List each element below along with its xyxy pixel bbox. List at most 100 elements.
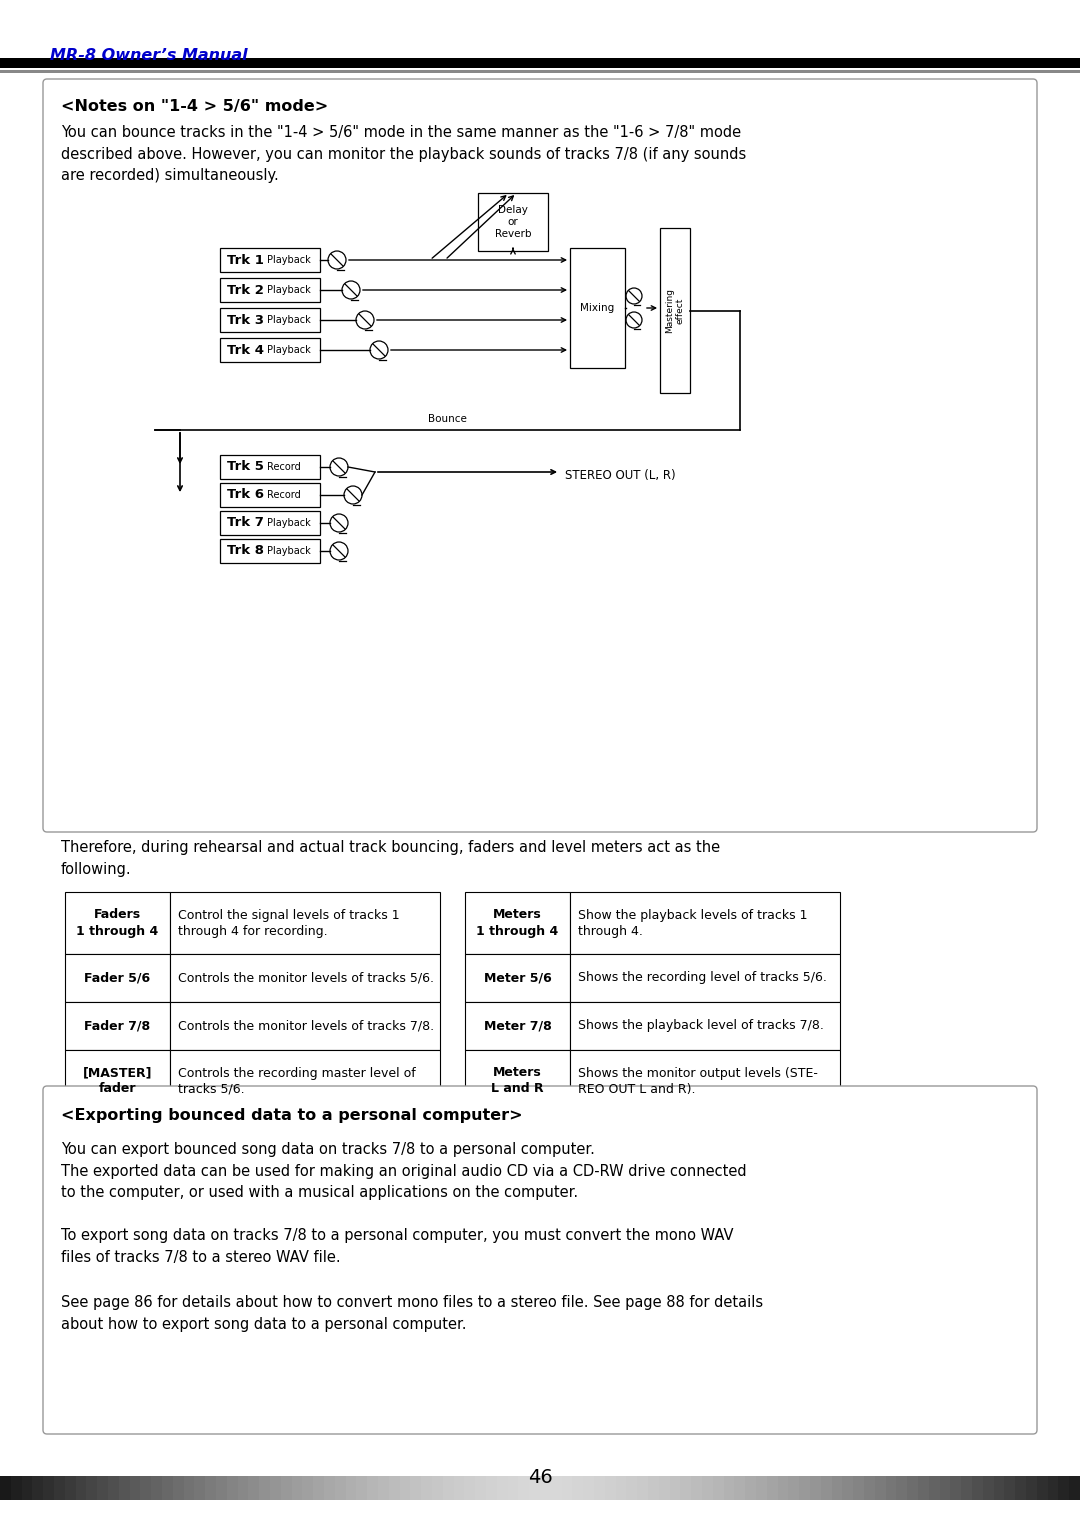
Text: Playback: Playback	[267, 285, 311, 295]
FancyBboxPatch shape	[378, 1476, 390, 1500]
FancyBboxPatch shape	[832, 1476, 843, 1500]
Text: Controls the monitor levels of tracks 7/8.: Controls the monitor levels of tracks 7/…	[178, 1019, 434, 1033]
FancyBboxPatch shape	[0, 1476, 12, 1500]
Text: Record: Record	[267, 490, 300, 501]
FancyBboxPatch shape	[130, 1476, 141, 1500]
FancyBboxPatch shape	[659, 1476, 671, 1500]
FancyBboxPatch shape	[173, 1476, 185, 1500]
Text: Control the signal levels of tracks 1
through 4 for recording.: Control the signal levels of tracks 1 th…	[178, 908, 400, 937]
Text: <Notes on "1-4 > 5/6" mode>: <Notes on "1-4 > 5/6" mode>	[60, 99, 328, 114]
FancyBboxPatch shape	[529, 1476, 541, 1500]
FancyBboxPatch shape	[0, 70, 1080, 73]
Text: STEREO OUT (L, R): STEREO OUT (L, R)	[565, 468, 676, 482]
FancyBboxPatch shape	[346, 1476, 357, 1500]
Text: Shows the monitor output levels (STE-
REO OUT L and R).: Shows the monitor output levels (STE- RE…	[578, 1067, 818, 1096]
Text: Controls the recording master level of
tracks 5/6.: Controls the recording master level of t…	[178, 1067, 416, 1096]
Text: Show the playback levels of tracks 1
through 4.: Show the playback levels of tracks 1 thr…	[578, 908, 808, 937]
Text: Trk 3: Trk 3	[227, 313, 264, 327]
Text: Fader 7/8: Fader 7/8	[84, 1019, 150, 1033]
Text: Trk 5: Trk 5	[227, 461, 264, 473]
FancyBboxPatch shape	[626, 1476, 638, 1500]
FancyBboxPatch shape	[216, 1476, 228, 1500]
Text: Playback: Playback	[267, 345, 311, 356]
FancyBboxPatch shape	[1037, 1476, 1049, 1500]
FancyBboxPatch shape	[43, 1476, 55, 1500]
Text: Bounce: Bounce	[428, 414, 467, 424]
Text: Fader 5/6: Fader 5/6	[84, 972, 150, 984]
Text: Shows the recording level of tracks 5/6.: Shows the recording level of tracks 5/6.	[578, 972, 827, 984]
Text: Controls the monitor levels of tracks 5/6.: Controls the monitor levels of tracks 5/…	[178, 972, 434, 984]
FancyBboxPatch shape	[570, 249, 625, 368]
FancyBboxPatch shape	[570, 1050, 840, 1112]
FancyBboxPatch shape	[400, 1476, 411, 1500]
FancyBboxPatch shape	[54, 1476, 66, 1500]
FancyBboxPatch shape	[648, 1476, 660, 1500]
FancyBboxPatch shape	[570, 893, 840, 954]
FancyBboxPatch shape	[605, 1476, 617, 1500]
FancyBboxPatch shape	[756, 1476, 768, 1500]
FancyBboxPatch shape	[140, 1476, 152, 1500]
FancyBboxPatch shape	[65, 1476, 77, 1500]
FancyBboxPatch shape	[691, 1476, 703, 1500]
FancyBboxPatch shape	[940, 1476, 951, 1500]
FancyBboxPatch shape	[767, 1476, 779, 1500]
FancyBboxPatch shape	[238, 1476, 249, 1500]
FancyBboxPatch shape	[465, 893, 570, 954]
FancyBboxPatch shape	[220, 337, 320, 362]
FancyBboxPatch shape	[248, 1476, 260, 1500]
FancyBboxPatch shape	[660, 227, 690, 394]
FancyBboxPatch shape	[983, 1476, 995, 1500]
FancyBboxPatch shape	[518, 1476, 530, 1500]
Text: Shows the playback level of tracks 7/8.: Shows the playback level of tracks 7/8.	[578, 1019, 824, 1033]
Text: Record: Record	[267, 462, 300, 472]
FancyBboxPatch shape	[1026, 1476, 1038, 1500]
FancyBboxPatch shape	[886, 1476, 897, 1500]
FancyBboxPatch shape	[478, 192, 548, 250]
FancyBboxPatch shape	[562, 1476, 573, 1500]
FancyBboxPatch shape	[821, 1476, 833, 1500]
FancyBboxPatch shape	[551, 1476, 563, 1500]
Text: Mixing: Mixing	[580, 304, 615, 313]
FancyBboxPatch shape	[540, 1476, 552, 1500]
Text: Trk 2: Trk 2	[227, 284, 264, 296]
Text: Trk 1: Trk 1	[227, 253, 264, 267]
FancyBboxPatch shape	[367, 1476, 379, 1500]
FancyBboxPatch shape	[745, 1476, 757, 1500]
FancyBboxPatch shape	[220, 511, 320, 536]
Text: 46: 46	[528, 1468, 552, 1486]
FancyBboxPatch shape	[1069, 1476, 1080, 1500]
FancyBboxPatch shape	[918, 1476, 930, 1500]
Text: Meter 7/8: Meter 7/8	[484, 1019, 552, 1033]
FancyBboxPatch shape	[994, 1476, 1005, 1500]
Text: Therefore, during rehearsal and actual track bouncing, faders and level meters a: Therefore, during rehearsal and actual t…	[60, 839, 720, 876]
FancyBboxPatch shape	[778, 1476, 789, 1500]
Text: Playback: Playback	[267, 314, 311, 325]
FancyBboxPatch shape	[702, 1476, 714, 1500]
FancyBboxPatch shape	[86, 1476, 98, 1500]
FancyBboxPatch shape	[1058, 1476, 1070, 1500]
FancyBboxPatch shape	[170, 1050, 440, 1112]
FancyBboxPatch shape	[713, 1476, 725, 1500]
Text: MR-8 Owner’s Manual: MR-8 Owner’s Manual	[50, 47, 247, 63]
FancyBboxPatch shape	[464, 1476, 476, 1500]
FancyBboxPatch shape	[421, 1476, 433, 1500]
FancyBboxPatch shape	[65, 1003, 170, 1050]
FancyBboxPatch shape	[1015, 1476, 1027, 1500]
FancyBboxPatch shape	[281, 1476, 293, 1500]
FancyBboxPatch shape	[389, 1476, 401, 1500]
FancyBboxPatch shape	[65, 893, 170, 954]
FancyBboxPatch shape	[896, 1476, 908, 1500]
FancyBboxPatch shape	[43, 1087, 1037, 1434]
FancyBboxPatch shape	[22, 1476, 33, 1500]
Text: You can export bounced song data on tracks 7/8 to a personal computer.
The expor: You can export bounced song data on trac…	[60, 1141, 746, 1201]
FancyBboxPatch shape	[220, 249, 320, 272]
FancyBboxPatch shape	[302, 1476, 314, 1500]
FancyBboxPatch shape	[220, 308, 320, 333]
FancyBboxPatch shape	[162, 1476, 174, 1500]
FancyBboxPatch shape	[220, 484, 320, 507]
Text: [MASTER]
fader: [MASTER] fader	[83, 1067, 152, 1096]
FancyBboxPatch shape	[475, 1476, 487, 1500]
Text: Playback: Playback	[267, 546, 311, 555]
Text: <Exporting bounced data to a personal computer>: <Exporting bounced data to a personal co…	[60, 1108, 523, 1123]
FancyBboxPatch shape	[842, 1476, 854, 1500]
